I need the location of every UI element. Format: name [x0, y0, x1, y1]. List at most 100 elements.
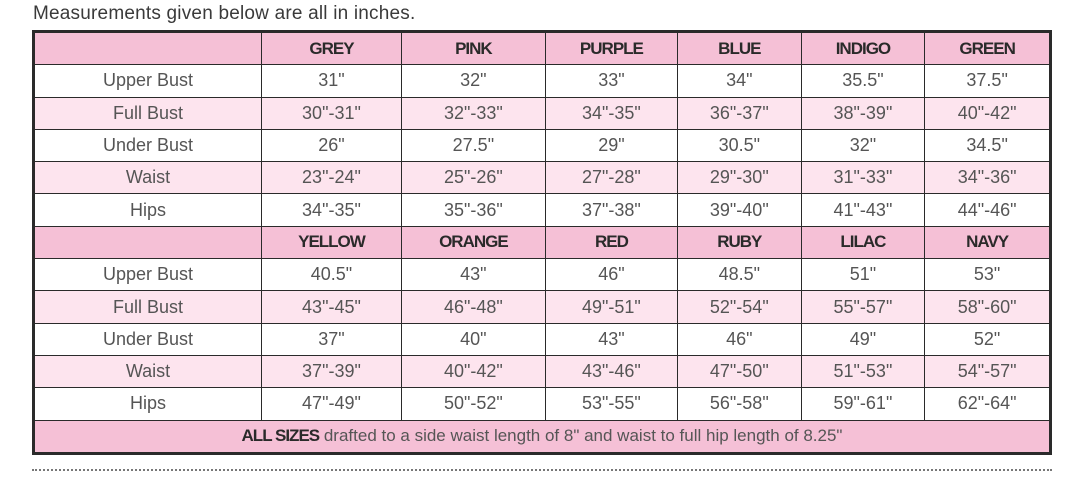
measurement-value: 62"-64"	[924, 387, 1051, 421]
measurement-value: 50"-52"	[400, 387, 546, 421]
measurement-value: 46"	[544, 258, 679, 292]
measurement-value: 59"-61"	[800, 387, 926, 421]
size-header-cell: PURPLE	[544, 30, 679, 66]
measurement-value: 32"	[400, 64, 546, 98]
size-header-cell: ORANGE	[400, 225, 546, 260]
measurement-value: 40.5"	[261, 258, 402, 292]
size-header-cell: RED	[544, 225, 679, 260]
measurement-row: Hips 34"-35" 35"-36" 37"-38" 39"-40" 41"-43" 4…	[33, 193, 1051, 227]
measurement-label: Upper Bust	[33, 258, 262, 292]
measurement-label: Upper Bust	[33, 64, 262, 98]
measurement-value: 35"-36"	[400, 193, 546, 227]
size-header-cell: BLUE	[677, 30, 802, 66]
measurement-value: 53"-55"	[544, 387, 679, 421]
measurement-value: 29"-30"	[677, 161, 802, 195]
footer-bold: ALL SIZES	[241, 426, 321, 446]
measurement-value: 46"-48"	[400, 290, 546, 324]
measurement-value: 43"-45"	[261, 290, 402, 324]
size-header-cell: NAVY	[924, 225, 1051, 260]
size-header-cell: RUBY	[677, 225, 802, 260]
measurement-value: 23"-24"	[261, 161, 402, 195]
measurement-row: Full Bust 30"-31" 32"-33" 34"-35" 36"-37" 38"…	[33, 96, 1051, 130]
size-header-row: GREY PINK PURPLE BLUE INDIGO GREEN	[33, 30, 1051, 66]
measurement-label: Full Bust	[33, 96, 262, 130]
measurement-row: Upper Bust 31" 32" 33" 34" 35.5" 37.5"	[33, 64, 1051, 98]
empty-header-cell	[33, 30, 262, 66]
measurement-value: 44"-46"	[924, 193, 1051, 227]
measurement-value: 33"	[544, 64, 679, 98]
measurement-row: Under Bust 26" 27.5" 29" 30.5" 32" 34.5"	[33, 128, 1051, 163]
measurement-value: 46"	[677, 322, 802, 356]
measurement-value: 51"-53"	[800, 354, 926, 389]
measurement-value: 51"	[800, 258, 926, 292]
measurement-value: 34"-36"	[924, 161, 1051, 195]
measurement-value: 58"-60"	[924, 290, 1051, 324]
measurement-label: Under Bust	[33, 128, 262, 163]
size-chart-table: GREY PINK PURPLE BLUE INDIGO GREEN Upper Bust 3…	[32, 30, 1052, 455]
footer-note: ALL SIZES drafted to a side waist length…	[33, 419, 1051, 454]
measurement-label: Hips	[33, 193, 262, 227]
measurement-value: 34"-35"	[544, 96, 679, 130]
size-header-cell: GREEN	[924, 30, 1051, 66]
measurement-row: Hips 47"-49" 50"-52" 53"-55" 56"-58" 59"-61" 6…	[33, 387, 1051, 421]
measurement-value: 34"-35"	[261, 193, 402, 227]
measurement-value: 34"	[677, 64, 802, 98]
size-header-cell: INDIGO	[800, 30, 926, 66]
measurement-value: 43"-46"	[544, 354, 679, 389]
measurement-row: Upper Bust 40.5" 43" 46" 48.5" 51" 53"	[33, 258, 1051, 292]
measurement-value: 43"	[544, 322, 679, 356]
size-header-cell: PINK	[400, 30, 546, 66]
size-header-cell: GREY	[261, 30, 402, 66]
measurement-row: Waist 23"-24" 25"-26" 27"-28" 29"-30" 31"-33"…	[33, 161, 1051, 195]
measurement-value: 27"-28"	[544, 161, 679, 195]
measurement-value: 39"-40"	[677, 193, 802, 227]
measurement-value: 37"	[261, 322, 402, 356]
measurement-value: 41"-43"	[800, 193, 926, 227]
measurement-label: Waist	[33, 354, 262, 389]
measurement-value: 54"-57"	[924, 354, 1051, 389]
measurement-value: 27.5"	[400, 128, 546, 163]
measurement-value: 40"-42"	[400, 354, 546, 389]
empty-header-cell	[33, 225, 262, 260]
measurement-value: 47"-50"	[677, 354, 802, 389]
measurement-value: 40"-42"	[924, 96, 1051, 130]
measurement-value: 38"-39"	[800, 96, 926, 130]
measurement-value: 37"-39"	[261, 354, 402, 389]
measurement-value: 29"	[544, 128, 679, 163]
measurement-value: 36"-37"	[677, 96, 802, 130]
measurement-value: 32"-33"	[400, 96, 546, 130]
measurement-value: 31"	[261, 64, 402, 98]
measurement-row: Under Bust 37" 40" 43" 46" 49" 52"	[33, 322, 1051, 356]
measurement-row: Waist 37"-39" 40"-42" 43"-46" 47"-50" 51"-53"…	[33, 354, 1051, 389]
measurement-label: Hips	[33, 387, 262, 421]
measurement-label: Full Bust	[33, 290, 262, 324]
size-header-cell: YELLOW	[261, 225, 402, 260]
measurement-value: 49"	[800, 322, 926, 356]
measurement-value: 32"	[800, 128, 926, 163]
measurement-value: 37.5"	[924, 64, 1051, 98]
measurement-value: 35.5"	[800, 64, 926, 98]
measurement-value: 56"-58"	[677, 387, 802, 421]
measurement-label: Waist	[33, 161, 262, 195]
footer-row: ALL SIZES drafted to a side waist length…	[33, 419, 1051, 454]
measurement-value: 40"	[400, 322, 546, 356]
measurement-value: 43"	[400, 258, 546, 292]
measurement-value: 52"-54"	[677, 290, 802, 324]
measurement-value: 37"-38"	[544, 193, 679, 227]
page-caption: Measurements given below are all in inch…	[33, 3, 416, 24]
measurement-value: 34.5"	[924, 128, 1051, 163]
measurement-value: 30.5"	[677, 128, 802, 163]
measurement-value: 26"	[261, 128, 402, 163]
measurement-label: Under Bust	[33, 322, 262, 356]
size-header-row: YELLOW ORANGE RED RUBY LILAC NAVY	[33, 225, 1051, 260]
footer-text: drafted to a side waist length of 8" and…	[319, 426, 843, 446]
measurement-value: 47"-49"	[261, 387, 402, 421]
measurement-value: 49"-51"	[544, 290, 679, 324]
dotted-divider	[32, 469, 1052, 471]
measurement-row: Full Bust 43"-45" 46"-48" 49"-51" 52"-54" 55"…	[33, 290, 1051, 324]
size-header-cell: LILAC	[800, 225, 926, 260]
measurement-value: 55"-57"	[800, 290, 926, 324]
measurement-value: 52"	[924, 322, 1051, 356]
measurement-value: 53"	[924, 258, 1051, 292]
measurement-value: 31"-33"	[800, 161, 926, 195]
